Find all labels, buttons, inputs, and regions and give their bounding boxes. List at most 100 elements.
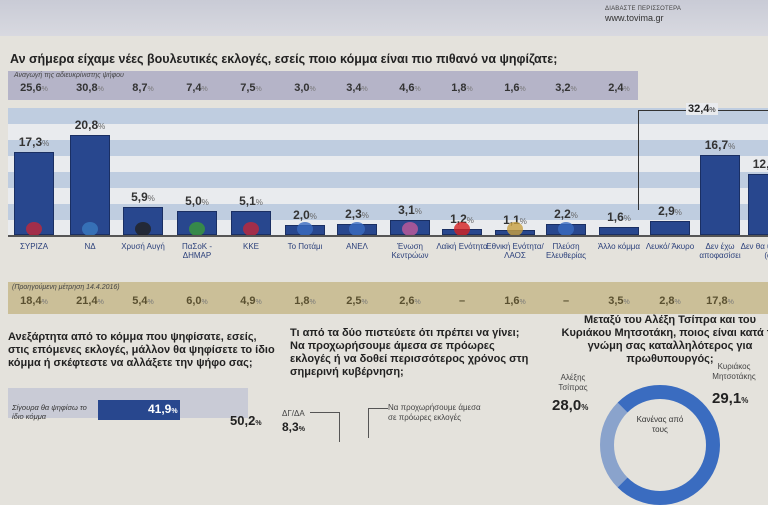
party-label: Το Ποτάμι — [287, 242, 323, 251]
pct-sign: % — [674, 299, 681, 306]
q1-bar — [98, 400, 180, 420]
adjusted-value: 7,4% — [186, 82, 208, 94]
q2-dg-label: ΔΓ/ΔΑ — [282, 409, 305, 418]
adjusted-value-text: 7,4 — [186, 82, 202, 94]
bracket-total: 32,4% — [686, 103, 718, 115]
party-logo-icon — [297, 222, 313, 236]
tsipras-value: 28,0% — [552, 397, 588, 414]
party-label: Ένωση Κεντρώων — [391, 242, 429, 260]
q2-dg-value: 8,3% — [282, 420, 305, 434]
bar-value: 2,2 — [554, 207, 571, 222]
party-label: ΚΚΕ — [242, 242, 259, 251]
previous-label: (Προηγούμενη μέτρηση 14.4.2016) — [12, 284, 120, 291]
adjusted-label: Αναγωγή της αδιευκρίνιστης ψήφου — [14, 72, 124, 79]
pct-sign: % — [581, 403, 589, 412]
bar-value-label: 16,7% — [705, 138, 735, 152]
previous-value: 3,5% — [608, 295, 630, 307]
party-logo-icon — [454, 222, 470, 236]
bar-value: 5,1 — [239, 193, 256, 208]
adjusted-value: 3,4% — [346, 82, 368, 94]
previous-band — [8, 282, 768, 314]
pct-sign: % — [201, 198, 209, 207]
pct-sign: % — [41, 86, 48, 93]
previous-value: 18,4% — [20, 295, 48, 307]
bar — [70, 135, 110, 235]
bar-value-label: 5,9% — [131, 190, 155, 204]
previous-value: 1,8% — [294, 295, 316, 307]
previous-value-text: 1,6 — [504, 295, 520, 307]
pct-sign: % — [309, 212, 317, 222]
pct-sign: % — [309, 299, 316, 306]
adjusted-value-text: 2,4 — [608, 82, 624, 94]
tsipras-label: Αλέξης Τσίπρας — [558, 373, 588, 392]
bar — [650, 221, 690, 235]
previous-value-text: – — [458, 295, 466, 307]
adjusted-value: 4,6% — [399, 82, 421, 94]
previous-value-text: 17,8 — [706, 295, 728, 307]
previous-value-text: 5,4 — [132, 295, 148, 307]
adjusted-value-text: 4,6 — [399, 82, 415, 94]
party-logo-icon — [26, 222, 42, 236]
q1-question: Ανεξάρτητα από το κόμμα που ψηφίσατε, εσ… — [8, 331, 275, 369]
bar-value-label: 3,1% — [398, 203, 422, 217]
adjusted-value-text: 8,7 — [132, 82, 148, 94]
party-label: Πλεύση Ελευθερίας — [545, 242, 587, 260]
chart-title: Αν σήμερα είχαμε νέες βουλευτικές εκλογέ… — [10, 52, 558, 66]
previous-value-text: 1,8 — [294, 295, 310, 307]
bar-value: 2,3 — [345, 206, 362, 221]
pct-sign: % — [570, 86, 577, 93]
baseline — [8, 235, 768, 237]
pct-sign: % — [466, 216, 474, 226]
bar-value-label: 2,9% — [658, 204, 682, 218]
pct-sign: % — [97, 299, 104, 306]
pct-sign: % — [361, 210, 369, 220]
pct-sign: % — [623, 86, 630, 93]
q1-option-label: Σίγουρα θα ψηφίσω το ίδιο κόμμα — [12, 403, 87, 421]
pct-sign: % — [361, 299, 368, 306]
read-more-link[interactable]: ΔΙΑΒΑΣΤΕ ΠΕΡΙΣΣΟΤΕΡΑ — [605, 6, 682, 12]
party-logo-icon — [82, 222, 98, 236]
previous-value: 5,4% — [132, 295, 154, 307]
q2-dg-value-text: 8,3 — [282, 420, 299, 434]
pct-sign: % — [147, 86, 154, 93]
bar-value: 12,8 — [752, 156, 768, 171]
bar-value-label: 2,0% — [293, 208, 317, 222]
pct-sign: % — [741, 396, 749, 405]
bar-value-label: 20,8% — [75, 118, 105, 132]
site-url[interactable]: www.tovima.gr — [605, 13, 664, 23]
adjusted-value-text: 7,5 — [240, 82, 256, 94]
pct-sign: % — [519, 299, 526, 306]
adjusted-value-text: 3,0 — [294, 82, 310, 94]
pct-sign: % — [414, 299, 421, 306]
previous-value: – — [563, 295, 569, 307]
adjusted-value: 7,5% — [240, 82, 262, 94]
bar-value: 17,3 — [18, 134, 43, 149]
party-logo-icon — [189, 222, 205, 236]
bar-value: 2,9 — [658, 204, 675, 219]
bar-value-label: 5,1% — [239, 194, 263, 208]
adjusted-value: 8,7% — [132, 82, 154, 94]
pct-sign: % — [709, 107, 716, 114]
bar-value-label: 2,2% — [554, 207, 578, 221]
pct-sign: % — [570, 211, 578, 221]
pct-sign: % — [98, 122, 106, 132]
bar-value-label: 5,0% — [185, 194, 209, 208]
q2-connector — [368, 408, 388, 438]
bar — [700, 154, 740, 235]
pct-sign: % — [728, 141, 736, 151]
party-logo-icon — [402, 222, 418, 236]
pct-sign: % — [147, 299, 154, 306]
adjusted-value-text: 1,8 — [451, 82, 467, 94]
mitsotakis-label: Κυριάκος Μητσοτάκης — [712, 362, 756, 381]
party-label: Δεν έχω αποφασίσει — [699, 242, 741, 260]
party-logo-icon — [243, 222, 259, 236]
adjusted-value: 3,0% — [294, 82, 316, 94]
pct-sign: % — [147, 193, 155, 203]
adjusted-value-text: 3,4 — [346, 82, 362, 94]
pct-sign: % — [298, 426, 305, 433]
pct-sign: % — [97, 86, 104, 93]
pct-sign: % — [519, 86, 526, 93]
previous-value: 2,8% — [659, 295, 681, 307]
q2-question: Τι από τα δύο πιστεύετε ότι πρέπει να γί… — [290, 327, 529, 378]
previous-value: 2,5% — [346, 295, 368, 307]
